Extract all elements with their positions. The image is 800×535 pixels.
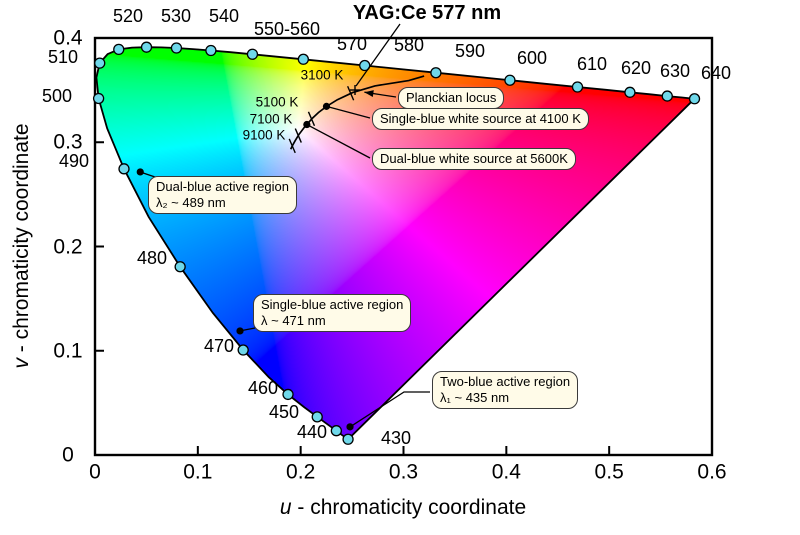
callout-single-blue-active-region-line-1: Single-blue active region bbox=[261, 297, 404, 312]
callout-dual-blue-active-region-line-2: λ₂ ~ 489 nm bbox=[156, 195, 226, 210]
callout-two-blue-active-region-line-1: Two-blue active region bbox=[440, 374, 571, 389]
planckian-locus-curve bbox=[289, 75, 425, 150]
callout-planckian-locus: Planckian locus bbox=[398, 87, 505, 109]
x-tick-label-0.6: 0.6 bbox=[697, 460, 727, 484]
callout-target-dot-dual-blue-active-region bbox=[136, 168, 144, 176]
wavelength-label-430: 430 bbox=[380, 428, 412, 448]
wavelength-label-550-560: 550-560 bbox=[253, 19, 321, 39]
y-tick-label-0: 0 bbox=[62, 443, 74, 467]
wavelength-dot-550 bbox=[205, 44, 217, 57]
wavelength-dot-610 bbox=[571, 81, 584, 93]
wavelength-dot-430 bbox=[342, 433, 354, 445]
wavelength-dot-630 bbox=[661, 90, 673, 102]
wavelength-label-620: 620 bbox=[620, 58, 652, 78]
callout-single-blue-white-source-line-1: Single-blue white source at 4100 K bbox=[380, 111, 581, 126]
callout-planckian-locus-line-1: Planckian locus bbox=[406, 90, 497, 105]
callout-arrowhead-planckian-locus bbox=[364, 90, 374, 97]
x-tick-label-0.2: 0.2 bbox=[286, 460, 316, 484]
wavelength-dot-490 bbox=[118, 163, 130, 175]
wavelength-label-640: 640 bbox=[700, 63, 732, 83]
planckian-temp-label-5100K: 5100 K bbox=[255, 94, 299, 110]
callout-dual-blue-white-source: Dual-blue white source at 5600K bbox=[372, 148, 576, 170]
wavelength-label-580: 580 bbox=[393, 35, 425, 55]
x-tick-label-0.3: 0.3 bbox=[388, 460, 419, 484]
callout-two-blue-active-region-line-2: λ₁ ~ 435 nm bbox=[440, 390, 510, 405]
callout-single-blue-white-source: Single-blue white source at 4100 K bbox=[372, 108, 589, 130]
planckian-tick-7100K bbox=[294, 128, 302, 143]
wavelength-dot-500 bbox=[92, 92, 105, 105]
callout-leader-two-blue-active-region bbox=[349, 391, 430, 428]
wavelength-label-510: 510 bbox=[47, 47, 79, 67]
wavelength-dot-510 bbox=[94, 57, 106, 69]
x-tick-label-0.1: 0.1 bbox=[183, 460, 213, 484]
wavelength-dot-470 bbox=[237, 344, 249, 356]
y-axis-variable: v bbox=[10, 358, 33, 369]
wavelength-label-530: 530 bbox=[160, 6, 192, 26]
wavelength-label-520: 520 bbox=[112, 6, 144, 26]
x-axis-title: u - chromaticity coordinate bbox=[280, 496, 526, 520]
y-axis-title-rest: - chromaticity coordinate bbox=[10, 123, 33, 359]
wavelength-dot-620 bbox=[624, 86, 636, 98]
x-axis-variable: u bbox=[279, 496, 292, 519]
callout-single-blue-active-region: Single-blue active region λ ~ 471 nm bbox=[253, 294, 412, 332]
wavelength-dot-450 bbox=[311, 411, 323, 423]
y-axis-title: v - chromaticity coordinate bbox=[10, 123, 34, 368]
wavelength-label-500: 500 bbox=[41, 86, 73, 106]
wavelength-dot-480 bbox=[174, 261, 186, 273]
planckian-temp-label-3100K: 3100 K bbox=[300, 67, 344, 83]
yag-ce-annotation: YAG:Ce 577 nm bbox=[352, 2, 502, 24]
wavelength-label-450: 450 bbox=[268, 402, 300, 422]
wavelength-label-460: 460 bbox=[247, 378, 279, 398]
wavelength-dot-600 bbox=[504, 74, 516, 86]
y-tick-label-0.3: 0.3 bbox=[53, 130, 83, 154]
wavelength-dot-580 bbox=[359, 59, 371, 72]
wavelength-label-470: 470 bbox=[203, 336, 235, 356]
wavelength-dot-590 bbox=[430, 67, 442, 79]
y-tick-label-0.4: 0.4 bbox=[53, 26, 83, 50]
planckian-tick-5100K bbox=[307, 111, 316, 127]
wavelength-dot-560 bbox=[246, 48, 259, 60]
x-tick-label-0.4: 0.4 bbox=[491, 460, 521, 484]
planckian-tick-3100K bbox=[347, 85, 355, 101]
callout-target-dot-single-blue-white-source bbox=[322, 102, 331, 110]
wavelength-dot-640 bbox=[688, 93, 701, 105]
wavelength-label-480: 480 bbox=[136, 248, 168, 268]
y-tick-label-0.2: 0.2 bbox=[53, 235, 83, 258]
callout-two-blue-active-region: Two-blue active region λ₁ ~ 435 nm bbox=[432, 371, 579, 409]
callout-dual-blue-active-region: Dual-blue active region λ₂ ~ 489 nm bbox=[148, 176, 297, 214]
callout-target-dot-two-blue-active-region bbox=[346, 423, 354, 431]
x-tick-label-0: 0 bbox=[89, 460, 101, 484]
callout-leader-dual-blue-white-source bbox=[306, 123, 371, 159]
wavelength-label-590: 590 bbox=[454, 41, 486, 61]
wavelength-dot-460 bbox=[282, 388, 294, 401]
x-axis-title-rest: - chromaticity coordinate bbox=[291, 496, 527, 519]
wavelength-dot-530 bbox=[140, 41, 153, 53]
yag-leader-line bbox=[355, 23, 401, 87]
callout-single-blue-active-region-line-2: λ ~ 471 nm bbox=[261, 313, 326, 328]
wavelength-dot-520 bbox=[113, 43, 125, 56]
callout-leader-single-blue-white-source bbox=[326, 105, 371, 119]
planckian-temp-label-9100K: 9100 K bbox=[242, 127, 286, 143]
wavelength-label-570: 570 bbox=[336, 34, 368, 54]
wavelength-dot-570 bbox=[297, 53, 309, 65]
planckian-temp-label-7100K: 7100 K bbox=[249, 111, 293, 127]
wavelength-dot-440 bbox=[330, 425, 342, 437]
x-tick-label-0.5: 0.5 bbox=[594, 460, 624, 484]
wavelength-label-600: 600 bbox=[516, 48, 548, 68]
wavelength-label-490: 490 bbox=[58, 151, 90, 171]
wavelength-label-630: 630 bbox=[659, 61, 691, 81]
y-tick-label-0.1: 0.1 bbox=[53, 339, 83, 363]
planckian-tick-9100K bbox=[288, 138, 296, 154]
callout-target-dot-single-blue-active-region bbox=[236, 327, 244, 335]
wavelength-label-540: 540 bbox=[208, 6, 240, 26]
wavelength-label-610: 610 bbox=[576, 54, 608, 74]
wavelength-label-440: 440 bbox=[296, 422, 328, 442]
callout-target-dot-dual-blue-white-source bbox=[303, 120, 311, 129]
callout-dual-blue-active-region-line-1: Dual-blue active region bbox=[156, 179, 289, 194]
wavelength-dot-540 bbox=[170, 42, 183, 54]
callout-dual-blue-white-source-line-1: Dual-blue white source at 5600K bbox=[380, 151, 568, 166]
